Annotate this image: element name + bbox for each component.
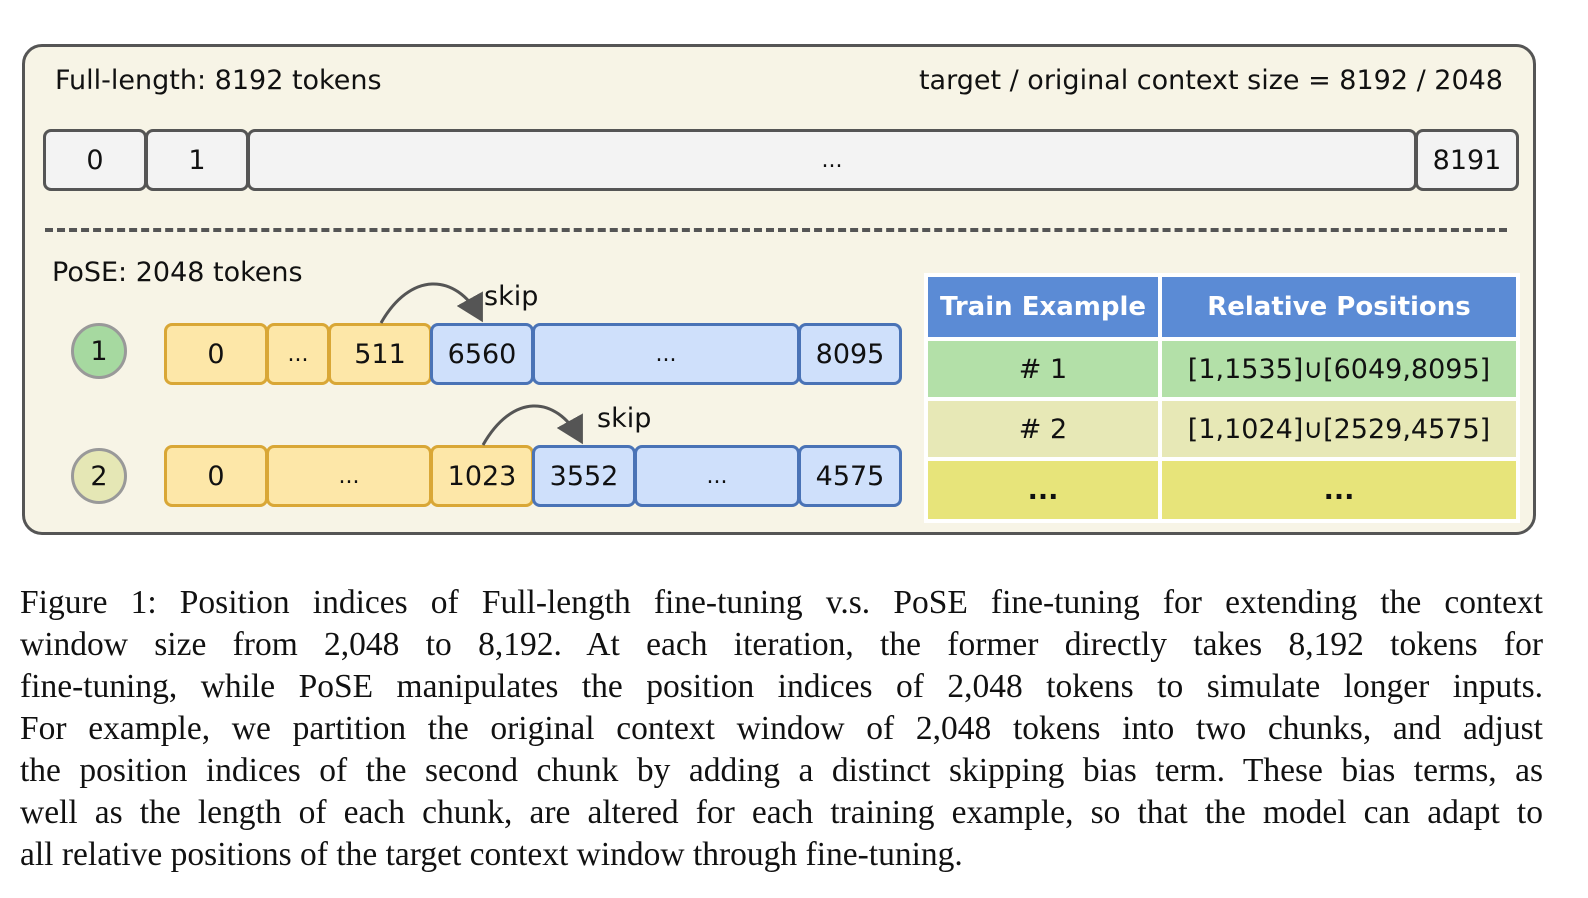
table-row: ... ...: [928, 461, 1516, 519]
ex1-token: ...: [532, 323, 800, 385]
figure-panel: Full-length: 8192 tokens target / origin…: [22, 44, 1536, 535]
table-row: # 1 [1,1535]∪[6049,8095]: [928, 341, 1516, 397]
table-cell: [1,1024]∪[2529,4575]: [1187, 413, 1491, 445]
skip-label-1: skip: [484, 281, 539, 312]
full-token: ...: [247, 129, 1417, 191]
caption-line: all relative positions of the target con…: [20, 836, 963, 873]
caption-line: Figure 1: Position indices of Full-lengt…: [20, 584, 1543, 621]
table-header: Train Example: [928, 277, 1158, 337]
relative-positions-table: Train Example Relative Positions # 1 [1,…: [924, 273, 1520, 523]
table-row: # 2 [1,1024]∪[2529,4575]: [928, 401, 1516, 457]
table-cell: ...: [1323, 474, 1355, 506]
table-cell: # 1: [1018, 353, 1068, 385]
ex1-token: ...: [266, 323, 330, 385]
full-length-label: Full-length: 8192 tokens: [55, 65, 382, 96]
skip-arrows: [379, 282, 583, 446]
ex2-token: ...: [634, 445, 800, 507]
example-2-circle: 2: [71, 448, 127, 504]
table-cell: ...: [1027, 474, 1059, 506]
table-header: Relative Positions: [1162, 277, 1516, 337]
caption-line: For example, we partition the original c…: [20, 710, 1543, 747]
example-1-circle: 1: [71, 323, 127, 379]
ex2-token: 0: [164, 445, 268, 507]
full-token: 1: [145, 129, 249, 191]
ex1-token: 6560: [430, 323, 534, 385]
ex2-token: 4575: [798, 445, 902, 507]
divider: [45, 228, 1507, 232]
ratio-label: target / original context size = 8192 / …: [918, 65, 1503, 96]
figure-caption: Figure 1: Position indices of Full-lengt…: [20, 582, 1543, 876]
table-cell: [1,1535]∪[6049,8095]: [1187, 353, 1491, 385]
caption-line: window size from 2,048 to 8,192. At each…: [20, 626, 1543, 663]
table-cell: # 2: [1018, 413, 1068, 445]
ex1-token: 0: [164, 323, 268, 385]
caption-line: the position indices of the second chunk…: [20, 752, 1543, 789]
ex1-token: 8095: [798, 323, 902, 385]
skip-label-2: skip: [597, 403, 652, 434]
pose-label: PoSE: 2048 tokens: [52, 257, 303, 288]
caption-line: fine-tuning, while PoSE manipulates the …: [20, 668, 1543, 705]
skip-arrow-1: [379, 282, 483, 324]
full-token: 8191: [1415, 129, 1519, 191]
ex2-token: 1023: [430, 445, 534, 507]
skip-arrow-2: [481, 404, 583, 446]
caption-line: well as the length of each chunk, are al…: [20, 794, 1543, 831]
full-token: 0: [43, 129, 147, 191]
